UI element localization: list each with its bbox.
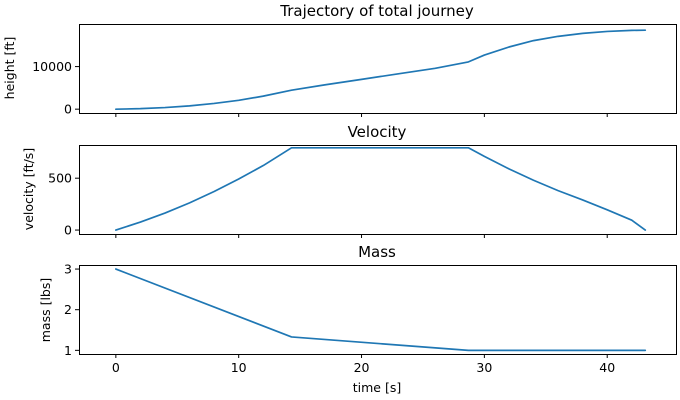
axes-frame-velocity	[79, 145, 677, 235]
subplot-title-mass: Mass	[358, 243, 396, 261]
marks-velocity: 0 500	[48, 146, 647, 238]
x-tick-label-mass-0: 0	[112, 360, 120, 375]
subplot-title-height: Trajectory of total journey	[279, 2, 474, 20]
axes-frame-mass	[79, 265, 677, 355]
y-tick-label-mass-0: 1	[64, 343, 72, 358]
y-axis-label-mass: mass [lbs]	[38, 278, 53, 343]
y-tick-label-height-0: 0	[64, 102, 72, 117]
x-tick-label-mass-1: 10	[231, 360, 247, 375]
y-tick-label-height-1: 10000	[32, 59, 72, 74]
axes-frame-height	[79, 24, 677, 114]
series-line-velocity-0	[114, 146, 647, 231]
y-tick-label-velocity-0: 0	[64, 223, 72, 238]
y-tick-label-mass-1: 2	[64, 302, 72, 317]
x-axis-label-time: time [s]	[353, 380, 401, 395]
subplot-title-velocity: Velocity	[348, 123, 407, 141]
subplot-velocity: Velocity velocity [ft/s] 0 500	[21, 123, 677, 238]
y-axis-label-velocity: velocity [ft/s]	[21, 148, 36, 230]
series-line-mass-0	[114, 268, 647, 352]
y-tick-label-mass-2: 3	[64, 262, 72, 277]
x-tick-label-mass-4: 40	[599, 360, 615, 375]
x-tick-label-mass-3: 30	[476, 360, 492, 375]
y-axis-label-height: height [ft]	[2, 37, 17, 100]
x-tick-label-mass-2: 20	[354, 360, 370, 375]
y-tick-label-velocity-1: 500	[48, 171, 72, 186]
subplot-height: Trajectory of total journey height [ft] …	[2, 2, 677, 117]
series-line-height-0	[114, 29, 647, 111]
